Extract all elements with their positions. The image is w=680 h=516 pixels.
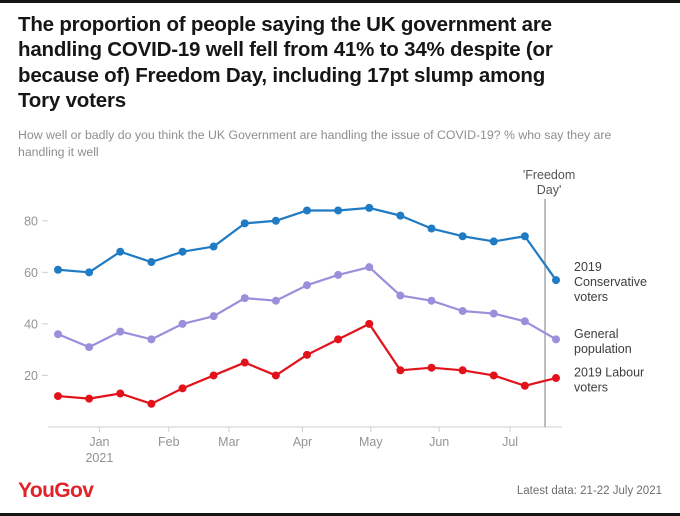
data-point bbox=[334, 335, 343, 344]
series-label: Conservative bbox=[574, 275, 647, 289]
data-point bbox=[489, 237, 498, 246]
chart-question-subtitle: How well or badly do you think the UK Go… bbox=[18, 127, 662, 163]
data-point bbox=[240, 294, 249, 303]
data-point bbox=[271, 371, 280, 380]
data-point bbox=[209, 371, 218, 380]
x-tick-label: Apr bbox=[293, 435, 312, 449]
data-point bbox=[427, 363, 436, 372]
data-point bbox=[209, 242, 218, 251]
data-point bbox=[520, 382, 529, 391]
data-point bbox=[240, 219, 249, 228]
data-point bbox=[54, 330, 62, 339]
headline-line-3: because of) Freedom Day, including 17pt … bbox=[18, 63, 546, 87]
data-point bbox=[552, 276, 560, 285]
data-point bbox=[271, 296, 280, 305]
data-point bbox=[85, 268, 94, 277]
data-point bbox=[116, 389, 125, 398]
subtitle-line-1: How well or badly do you think the UK Go… bbox=[18, 127, 612, 142]
series-label: voters bbox=[574, 381, 608, 395]
data-point bbox=[116, 247, 125, 256]
x-tick-label: Jan bbox=[89, 435, 109, 449]
data-point bbox=[116, 327, 125, 336]
data-point bbox=[178, 384, 187, 393]
x-tick-label: May bbox=[359, 435, 383, 449]
data-point bbox=[396, 366, 405, 375]
latest-data-label: Latest data: 21-22 July 2021 bbox=[516, 485, 662, 497]
data-point bbox=[489, 309, 498, 318]
data-point bbox=[334, 271, 343, 280]
x-tick-label: Jun bbox=[429, 435, 449, 449]
freedom-day-label: Day' bbox=[537, 183, 562, 197]
data-point bbox=[334, 206, 343, 215]
x-tick-sublabel: 2021 bbox=[85, 451, 113, 465]
yougov-logo: YouGov bbox=[18, 479, 94, 502]
data-point bbox=[458, 366, 467, 375]
series-label: 2019 bbox=[574, 260, 602, 274]
data-point bbox=[365, 204, 374, 213]
data-point bbox=[427, 296, 436, 305]
series-line bbox=[56, 266, 558, 349]
data-point bbox=[520, 232, 529, 241]
data-point bbox=[396, 291, 405, 300]
series-label: voters bbox=[574, 290, 608, 304]
data-point bbox=[396, 211, 405, 220]
data-point bbox=[303, 351, 311, 360]
footer: YouGov Latest data: 21-22 July 2021 bbox=[18, 477, 662, 513]
headline-line-1: The proportion of people saying the UK g… bbox=[18, 13, 552, 36]
data-point bbox=[54, 266, 62, 275]
data-point bbox=[178, 320, 187, 329]
data-point bbox=[365, 263, 374, 272]
data-point bbox=[54, 392, 62, 401]
x-tick-label: Mar bbox=[218, 435, 240, 449]
data-point bbox=[552, 335, 560, 344]
data-point bbox=[520, 317, 529, 326]
data-point bbox=[303, 281, 311, 290]
y-tick-label: 80 bbox=[24, 215, 38, 229]
subtitle-line-2: handling it well bbox=[18, 145, 99, 160]
y-tick-label: 60 bbox=[24, 266, 38, 280]
data-point bbox=[458, 307, 467, 316]
covid-handling-line-chart: 20 40 60 80 Jan 2021 Feb Mar Apr May Jun Jul 'Freedo… bbox=[18, 165, 662, 477]
data-point bbox=[147, 335, 156, 344]
headline-line-4: Tory voters bbox=[18, 89, 126, 113]
data-point bbox=[178, 247, 187, 256]
data-point bbox=[489, 371, 498, 380]
data-point bbox=[209, 312, 218, 321]
data-point bbox=[147, 258, 156, 267]
data-point bbox=[240, 358, 249, 367]
data-point bbox=[458, 232, 467, 241]
headline-line-2: handling COVID-19 well fell from 41% to … bbox=[18, 38, 553, 62]
series-label: 2019 Labour bbox=[574, 366, 644, 380]
series-line bbox=[56, 207, 558, 282]
data-point bbox=[552, 374, 560, 383]
chart-canvas: 20 40 60 80 Jan 2021 Feb Mar Apr May Jun Jul 'Freedo… bbox=[24, 168, 647, 465]
data-point bbox=[365, 320, 374, 329]
data-point bbox=[147, 400, 156, 409]
freedom-day-label: 'Freedom bbox=[523, 168, 575, 182]
series-line bbox=[56, 323, 558, 406]
y-tick-label: 20 bbox=[24, 369, 38, 383]
data-point bbox=[85, 394, 94, 403]
series-label: General bbox=[574, 327, 618, 341]
data-point bbox=[271, 217, 280, 226]
series-label: population bbox=[574, 342, 632, 356]
data-point bbox=[85, 343, 94, 352]
y-tick-label: 40 bbox=[24, 318, 38, 332]
data-point bbox=[303, 206, 311, 215]
headline: The proportion of people saying the UK g… bbox=[18, 12, 662, 114]
x-tick-label: Jul bbox=[502, 435, 518, 449]
x-tick-label: Feb bbox=[158, 435, 180, 449]
data-point bbox=[427, 224, 436, 233]
